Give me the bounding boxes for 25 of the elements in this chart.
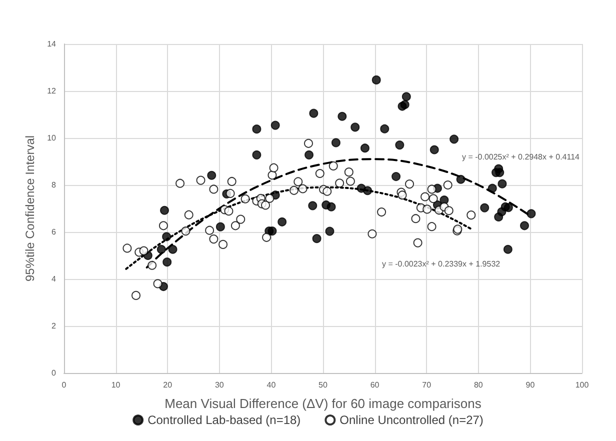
y-axis-title: 95%tile Confidence Interval [23,135,37,282]
y-tick-label: 4 [52,274,57,284]
y-tick-label: 8 [52,180,57,190]
x-tick-label: 10 [111,380,121,390]
y-tick-label: 0 [52,368,57,378]
y-tick-label: 6 [52,228,57,236]
x-axis-title: Mean Visual Difference (ΔV) for 60 image comparisons [164,396,482,411]
x-tick-label: 50 [318,380,328,390]
y-tick-label: 2 [52,322,57,330]
x-tick-label: 70 [422,380,432,390]
x-tick-label: 100 [575,380,590,390]
x-tick-label: 80 [474,380,484,390]
x-tick-label: 40 [266,380,276,390]
x-tick-label: 20 [163,380,173,390]
annotation: y = -0.0025x² + 0.2948x + 0.4114 [462,152,580,162]
y-tick-label: 10 [47,134,57,142]
x-tick-label: 30 [214,380,224,390]
x-tick-label: 0 [62,380,67,390]
x-tick-label: 90 [526,380,536,390]
x-tick-label: 60 [370,380,380,390]
y-tick-label: 14 [47,40,57,48]
y-tick-label: 12 [47,86,57,96]
legend-label: Controlled Lab-based (n=18) [148,413,301,427]
legend-label: Online Uncontrolled (n=27) [340,413,484,427]
annotation: y = -0.0023x² + 0.2339x + 1.9532 [382,260,501,268]
